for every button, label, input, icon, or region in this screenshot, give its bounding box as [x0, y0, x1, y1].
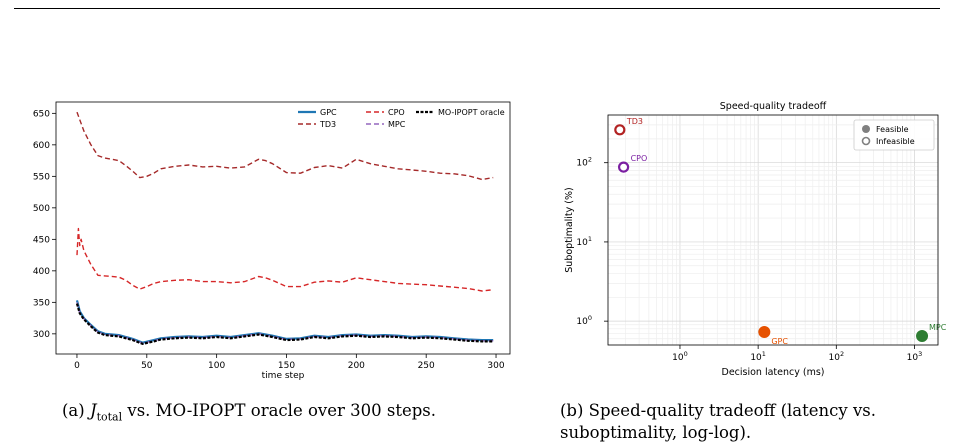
series-group [75, 111, 494, 345]
plot-frame [607, 114, 939, 346]
y-tick-label: 450 [33, 235, 50, 245]
point-label-td3: TD3 [626, 117, 643, 126]
y-tick-label: 500 [33, 204, 50, 214]
legend-marker-feasible [862, 125, 870, 133]
top-rule [14, 8, 940, 9]
y-tick-label: 101 [576, 235, 592, 248]
x-tick-label: 50 [141, 361, 153, 371]
legend-label: MPC [388, 120, 406, 129]
legend-label: GPC [320, 108, 337, 117]
caption-b: (b) Speed-quality tradeoff (latency vs. … [560, 401, 876, 442]
x-axis-label: time step [262, 371, 305, 381]
y-axis-label: Suboptimality (%) [564, 187, 575, 272]
speed-quality-scatter-chart: 100 101 102 103 100 101 102 Speed-quality trade… [564, 101, 947, 378]
series-line-cpo [76, 227, 494, 292]
x-tick-label: 102 [829, 350, 845, 363]
y-tick-label: 300 [33, 330, 50, 340]
legend: Feasible Infeasible [853, 119, 935, 151]
x-axis-label: Decision latency (ms) [722, 367, 825, 378]
legend-label: TD3 [319, 120, 336, 129]
x-tick-label: 250 [418, 361, 435, 371]
x-tick-label: 100 [672, 350, 688, 363]
point-label-gpc: GPC [771, 337, 788, 346]
legend-box [853, 119, 935, 151]
y-tick-label: 650 [33, 109, 50, 119]
series-line-gpc [75, 300, 494, 344]
point-mpc [916, 329, 929, 342]
point-td3 [614, 124, 626, 136]
plot-frame [55, 101, 511, 355]
x-tick-label: 0 [74, 361, 80, 371]
y-tick-label: 550 [33, 172, 50, 182]
point-gpc [758, 325, 771, 338]
chart-title: Speed-quality tradeoff [720, 101, 827, 112]
point-cpo [617, 161, 630, 173]
caption-a-symbol: J [89, 401, 97, 420]
caption-a-label: (a) [62, 401, 85, 420]
x-tick-label: 300 [487, 361, 504, 371]
x-tick-label: 101 [750, 350, 766, 363]
caption-a-subscript: total [96, 410, 123, 424]
x-tick-label: 103 [907, 350, 923, 363]
legend: GPC TD3 CPO MPC MO-IPOPT oracle [298, 108, 505, 129]
legend-label: Feasible [876, 125, 909, 134]
legend-label: CPO [388, 108, 405, 117]
y-tick-label: 102 [576, 156, 592, 169]
series-line-mo-ipopt-oracle [75, 303, 494, 345]
legend-label: Infeasible [876, 137, 915, 146]
caption-a-text: vs. MO-IPOPT oracle over 300 steps. [127, 401, 436, 420]
y-tick-label: 600 [33, 141, 50, 151]
y-tick-label: 350 [33, 298, 50, 308]
y-tick-label: 100 [576, 314, 592, 327]
y-tick-label: 400 [33, 267, 50, 277]
x-tick-label: 100 [208, 361, 225, 371]
point-label-cpo: CPO [631, 154, 648, 163]
series-line-td3 [76, 111, 494, 181]
legend-marker-infeasible [861, 136, 871, 146]
x-tick-label: 200 [348, 361, 365, 371]
jtotal-line-chart: 0 50 100 150 200 250 300 300 350 400 450 500 550 600 6… [33, 101, 511, 381]
caption-a: (a) Jtotal vs. MO-IPOPT oracle over 300 … [62, 400, 482, 428]
x-tick-label: 150 [278, 361, 295, 371]
legend-label: MO-IPOPT oracle [438, 108, 505, 117]
